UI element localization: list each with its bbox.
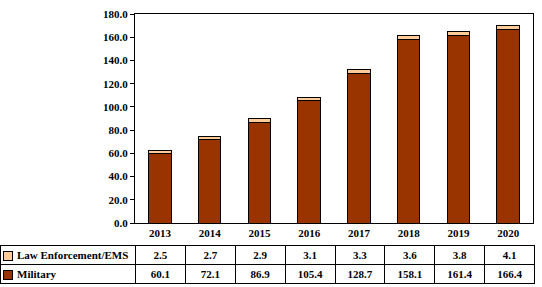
html-text:3.6: 3.6 [402,249,417,261]
svg-text:60.0: 60.0 [109,147,129,159]
svg-text:160.0: 160.0 [103,31,128,43]
html-text:128.7: 128.7 [347,268,373,280]
html-text:86.9: 86.9 [250,268,270,280]
html-text:2.7: 2.7 [203,249,218,261]
svg-text:140.0: 140.0 [103,54,128,66]
svg-text:80.0: 80.0 [109,124,129,136]
html-text:Military: Military [17,267,57,280]
svg-text:180.0: 180.0 [103,8,128,20]
html-text:105.4: 105.4 [297,268,323,280]
html-text:158.1: 158.1 [397,268,423,280]
svg-text:120.0: 120.0 [103,78,128,90]
svg-text:0.0: 0.0 [114,217,128,229]
svg-text:2015: 2015 [248,227,271,239]
svg-text:2016: 2016 [298,227,321,239]
html-text:60.1: 60.1 [150,268,171,280]
svg-text:2018: 2018 [398,227,421,239]
svg-text:2020: 2020 [497,227,520,239]
html-text:4.1: 4.1 [502,249,517,261]
html-text:3.8: 3.8 [452,249,467,261]
html-text:161.4: 161.4 [447,268,473,280]
svg-text:2013: 2013 [149,227,172,239]
html-text:166.4: 166.4 [497,268,522,280]
svg-text:40.0: 40.0 [109,170,129,182]
html-text:72.1: 72.1 [200,268,220,280]
svg-text:2017: 2017 [348,227,371,239]
html-text:2.5: 2.5 [153,249,168,261]
html-text:3.3: 3.3 [353,249,367,261]
html-text:2.9: 2.9 [253,249,268,261]
svg-text:20.0: 20.0 [109,194,129,206]
html-text:3.1: 3.1 [303,249,317,261]
html-text:Law Enforcement/EMS: Law Enforcement/EMS [17,248,129,261]
svg-text:100.0: 100.0 [103,101,128,113]
svg-text:2019: 2019 [447,227,470,239]
svg-text:2014: 2014 [199,227,222,239]
